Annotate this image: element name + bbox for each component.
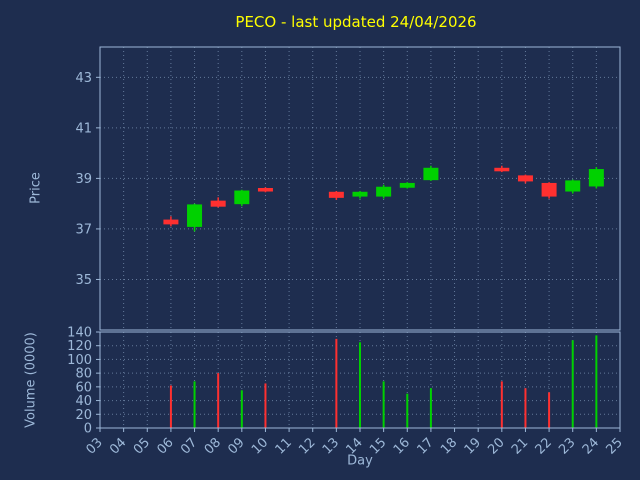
candle-body [328,191,344,198]
price-axis-label: Price [28,172,44,204]
x-tick-label: 22 [533,435,555,457]
x-tick-label: 24 [580,435,602,457]
x-tick-label: 13 [320,435,342,457]
x-tick-label: 07 [178,435,200,457]
x-tick-label: 05 [131,435,153,457]
candle-body [163,219,179,225]
volume-tick-label: 80 [75,367,92,382]
x-tick-label: 06 [154,435,176,457]
x-tick-label: 20 [485,435,507,457]
price-tick-label: 39 [75,172,92,187]
volume-tick-label: 40 [75,394,92,409]
candle-body [257,188,273,192]
volume-axis-label: Volume (0000) [23,332,39,428]
price-tick-label: 35 [75,273,92,288]
candle-body [494,167,510,172]
x-tick-label: 19 [462,435,484,457]
volume-tick-label: 0 [84,422,92,437]
candle-body [541,182,557,197]
candle-body [399,182,415,188]
x-tick-label: 10 [249,435,271,457]
candle-body [187,204,203,227]
x-tick-label: 17 [414,435,436,457]
x-tick-label: 25 [604,435,626,457]
x-tick-label: 09 [225,435,247,457]
candle-body [376,186,392,197]
x-tick-label: 12 [296,435,318,457]
volume-tick-label: 60 [75,380,92,395]
candle-body [352,191,368,197]
candle-body [423,167,439,181]
candle-body [210,200,226,207]
price-tick-label: 43 [75,71,92,86]
x-tick-label: 04 [107,435,129,457]
volume-tick-label: 20 [75,408,92,423]
chart-title: PECO - last updated 24/04/2026 [235,13,477,31]
candle-body [517,175,533,182]
candle-body [588,169,604,187]
volume-tick-label: 100 [67,353,92,368]
candle-body [565,180,581,192]
price-panel-border [99,46,621,331]
x-tick-label: 08 [202,435,224,457]
price-tick-label: 41 [75,121,92,136]
candle-body [234,190,250,205]
volume-tick-label: 140 [67,326,92,341]
x-axis-label: Day [347,453,373,469]
x-tick-label: 16 [391,435,413,457]
x-tick-label: 03 [84,435,106,457]
price-tick-label: 37 [75,222,92,237]
x-tick-label: 21 [509,435,531,457]
x-tick-label: 23 [556,435,578,457]
x-tick-label: 18 [438,435,460,457]
volume-tick-label: 120 [67,339,92,354]
x-tick-label: 11 [273,435,295,457]
